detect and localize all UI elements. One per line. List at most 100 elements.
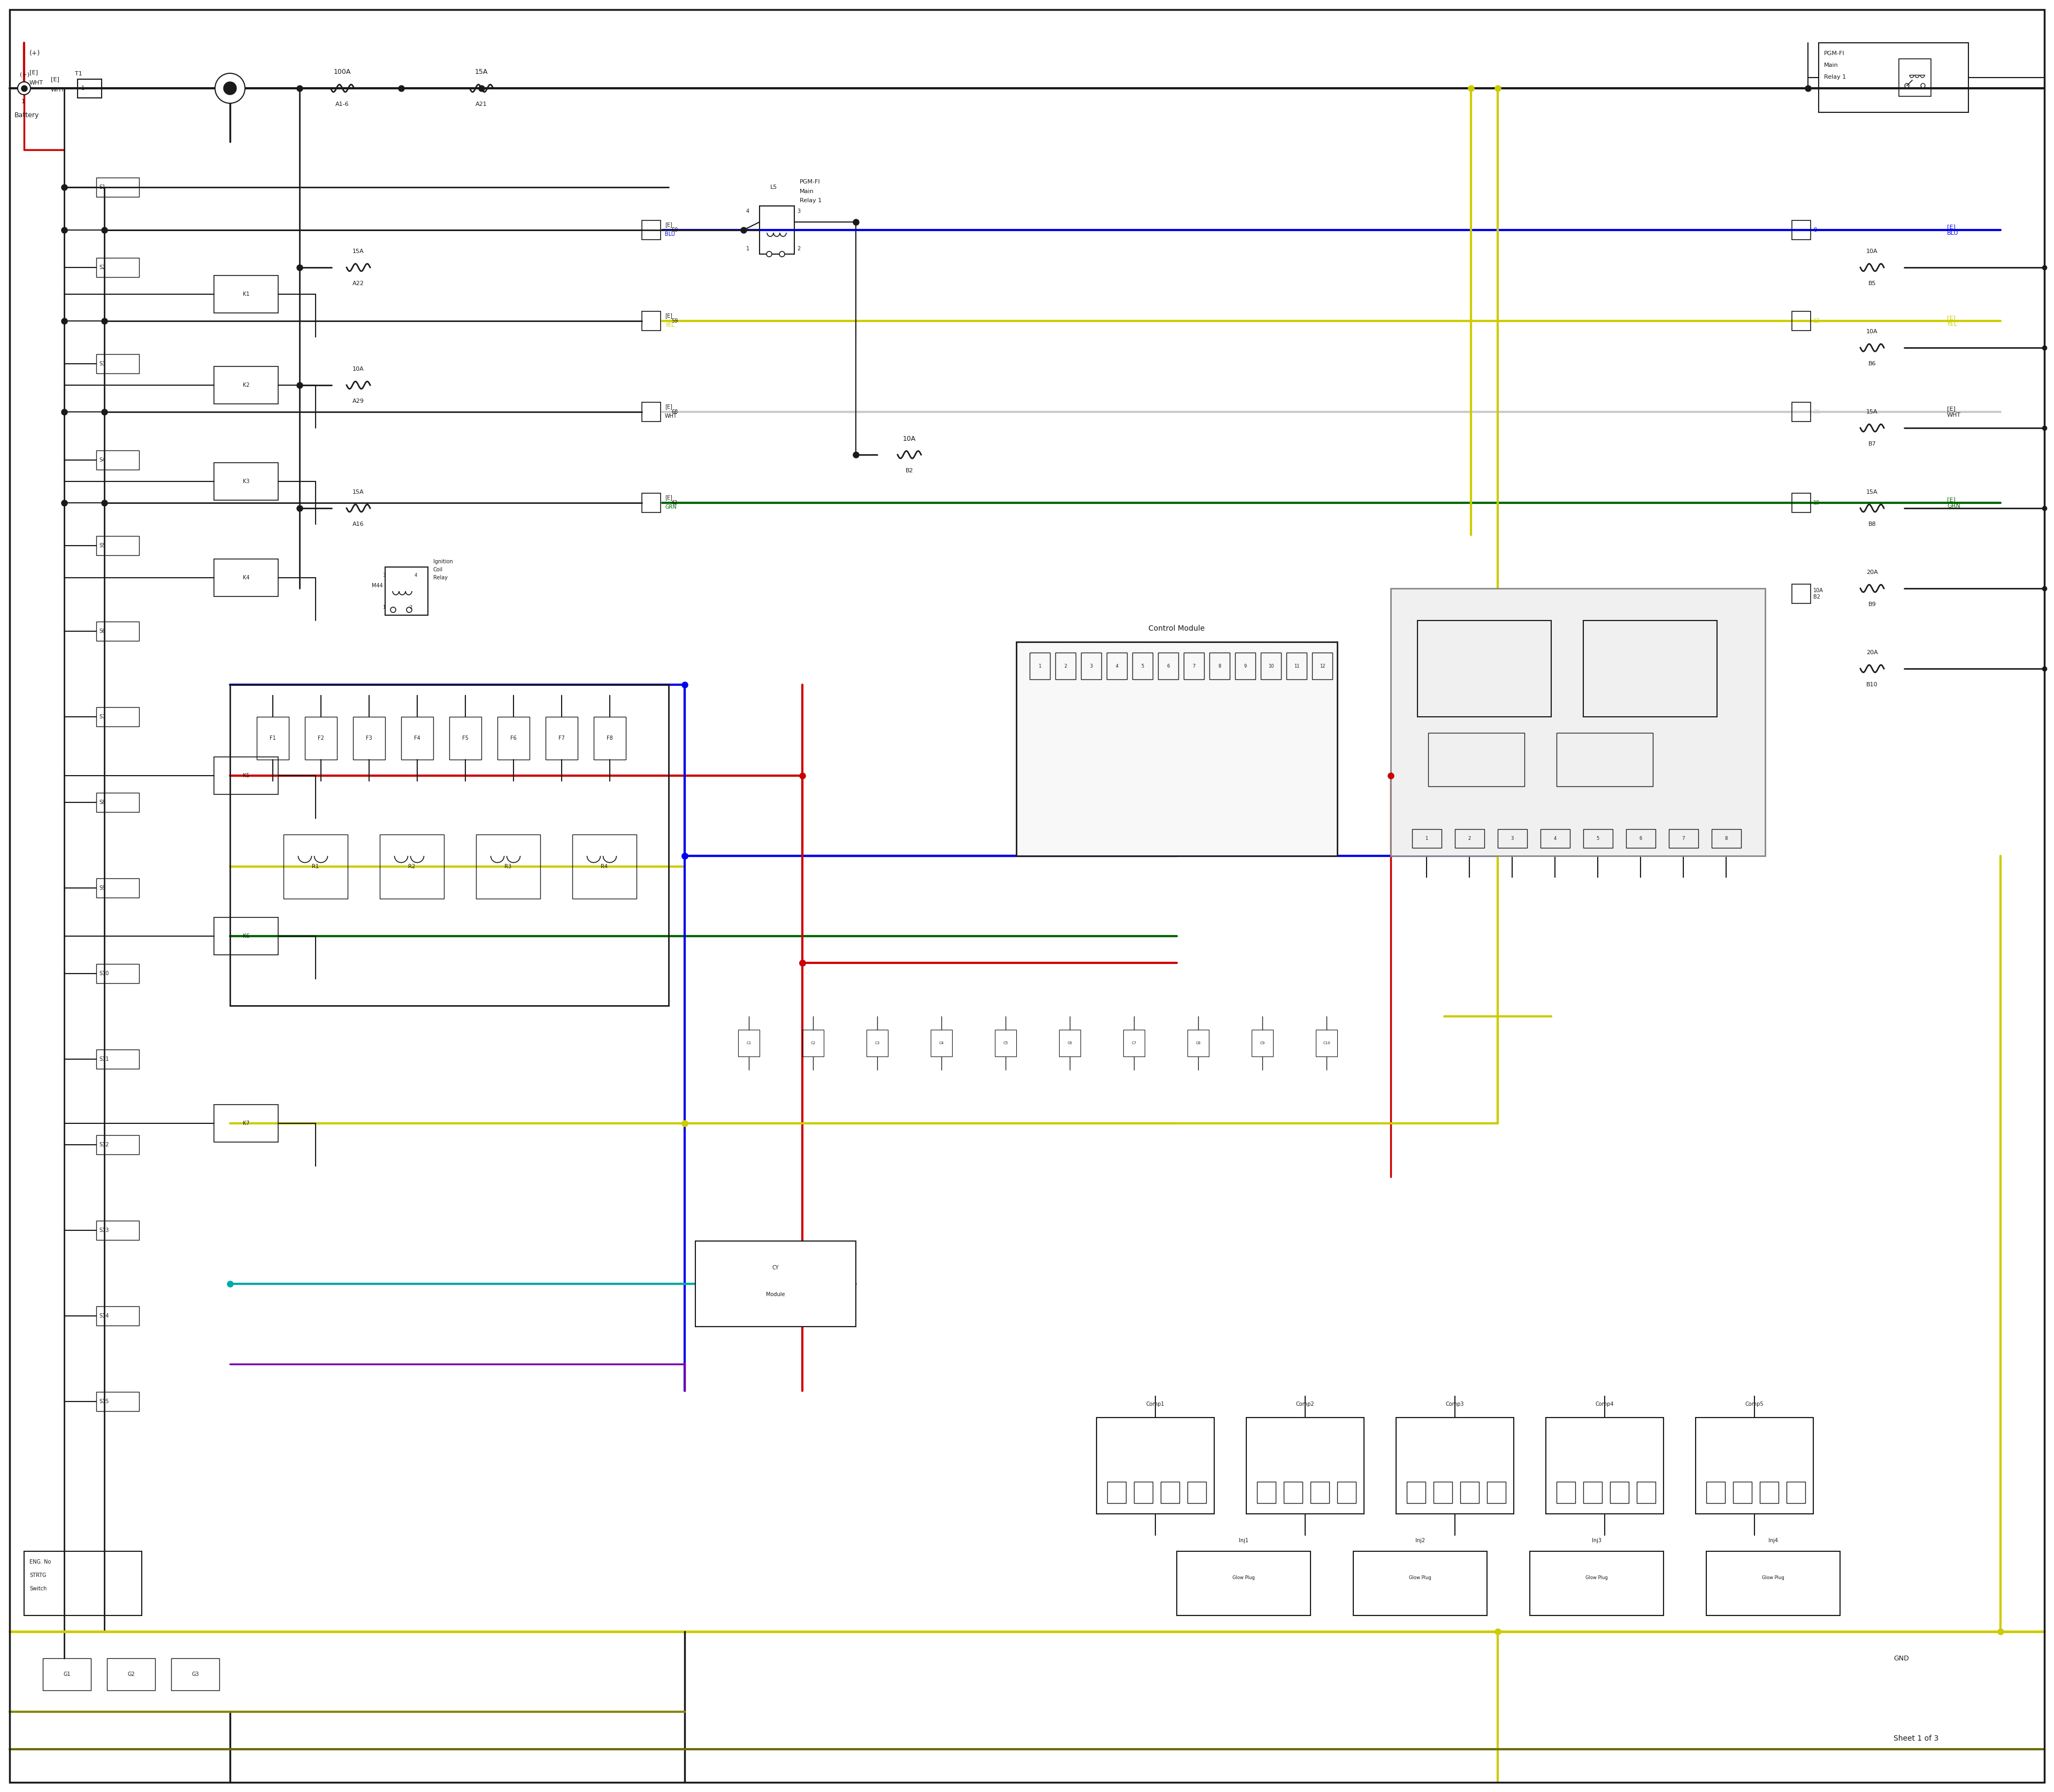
Bar (1313, 652, 1333, 679)
Text: 15A: 15A (353, 249, 364, 254)
Text: GRN: GRN (665, 504, 676, 509)
Text: 7: 7 (1193, 663, 1195, 668)
Text: Coil: Coil (433, 566, 444, 572)
Text: 11: 11 (1294, 663, 1300, 668)
Text: F1: F1 (269, 735, 275, 740)
Bar (1029, 652, 1050, 679)
Bar (1791, 312, 1812, 330)
Bar (97, 622, 140, 642)
Bar (107, 1658, 156, 1690)
Bar (1210, 652, 1230, 679)
Text: 3: 3 (1510, 837, 1514, 840)
Bar (1247, 1417, 1364, 1514)
Text: F8: F8 (606, 735, 612, 740)
Text: S13: S13 (99, 1228, 109, 1233)
Bar (994, 1030, 1017, 1057)
Text: C8: C8 (1195, 1041, 1202, 1045)
Text: Relay 1: Relay 1 (1824, 73, 1847, 79)
Bar (1177, 1552, 1310, 1615)
Text: K3: K3 (242, 478, 249, 484)
Bar (283, 835, 347, 898)
Bar (1337, 1482, 1356, 1503)
Text: G2: G2 (127, 1672, 136, 1677)
Bar (1251, 1030, 1273, 1057)
Text: C7: C7 (1132, 1041, 1136, 1045)
Bar (1557, 1482, 1575, 1503)
Bar (97, 177, 140, 197)
Text: 6: 6 (1639, 837, 1641, 840)
Bar (97, 792, 140, 812)
Circle shape (778, 251, 785, 256)
Bar (78, 79, 101, 99)
Text: CY: CY (772, 1265, 778, 1271)
Text: Inj4: Inj4 (1768, 1538, 1779, 1543)
Bar (97, 1392, 140, 1410)
Bar (1734, 1482, 1752, 1503)
Text: [E]
GRN: [E] GRN (1947, 496, 1960, 509)
Bar (1056, 652, 1076, 679)
Text: Relay: Relay (433, 575, 448, 581)
Bar (1183, 652, 1204, 679)
Text: F7: F7 (559, 735, 565, 740)
Text: F2: F2 (318, 735, 325, 740)
Text: B10: B10 (1867, 683, 1877, 688)
Text: GND: GND (1894, 1654, 1908, 1661)
Bar (1097, 1417, 1214, 1514)
Bar (867, 1030, 887, 1057)
Text: YEL: YEL (665, 323, 674, 328)
Text: STRTG: STRTG (29, 1573, 47, 1579)
Text: A1-6: A1-6 (335, 102, 349, 108)
Text: 5: 5 (1596, 837, 1600, 840)
Bar (1407, 1482, 1425, 1503)
Bar (1547, 1417, 1664, 1514)
Text: B5: B5 (1869, 281, 1875, 287)
Bar (1540, 830, 1569, 848)
Text: Sheet 1 of 3: Sheet 1 of 3 (1894, 1735, 1939, 1742)
Bar (1487, 1482, 1506, 1503)
Circle shape (766, 251, 772, 256)
Bar (97, 536, 140, 556)
Text: A16: A16 (353, 521, 364, 527)
Bar (214, 559, 277, 597)
Text: 2: 2 (1064, 663, 1066, 668)
Bar (1584, 830, 1612, 848)
Text: Comp3: Comp3 (1446, 1401, 1465, 1407)
Text: 12: 12 (1814, 319, 1820, 324)
Bar (1584, 620, 1717, 717)
Bar (1391, 588, 1764, 857)
Text: C10: C10 (1323, 1041, 1331, 1045)
Text: C3: C3 (875, 1041, 879, 1045)
Bar (450, 717, 481, 760)
Text: ENG. No: ENG. No (29, 1559, 51, 1564)
Bar (214, 756, 277, 794)
Bar (1132, 652, 1152, 679)
Text: Glow Plug: Glow Plug (1232, 1575, 1255, 1581)
Bar (1460, 1482, 1479, 1503)
Text: 2: 2 (1469, 837, 1471, 840)
Text: R4: R4 (602, 864, 608, 869)
Bar (97, 1220, 140, 1240)
Bar (1428, 733, 1524, 787)
Bar (214, 462, 277, 500)
Text: 1: 1 (746, 246, 750, 251)
Bar (641, 220, 661, 240)
Bar (641, 493, 661, 513)
Bar (1791, 493, 1812, 513)
Text: F4: F4 (415, 735, 421, 740)
Text: S1: S1 (99, 185, 105, 190)
Text: S15: S15 (99, 1400, 109, 1405)
Text: S9: S9 (99, 885, 105, 891)
Bar (1317, 1030, 1337, 1057)
Text: Switch: Switch (29, 1586, 47, 1591)
Bar (546, 717, 577, 760)
Bar (1286, 652, 1306, 679)
Text: 12: 12 (1319, 663, 1325, 668)
Circle shape (18, 82, 31, 95)
Text: R3: R3 (505, 864, 511, 869)
Text: 10A: 10A (904, 435, 916, 443)
Text: M44: M44 (372, 582, 382, 588)
Text: C9: C9 (1259, 1041, 1265, 1045)
Bar (97, 1050, 140, 1068)
Bar (696, 1242, 857, 1326)
Text: S3: S3 (99, 360, 105, 366)
